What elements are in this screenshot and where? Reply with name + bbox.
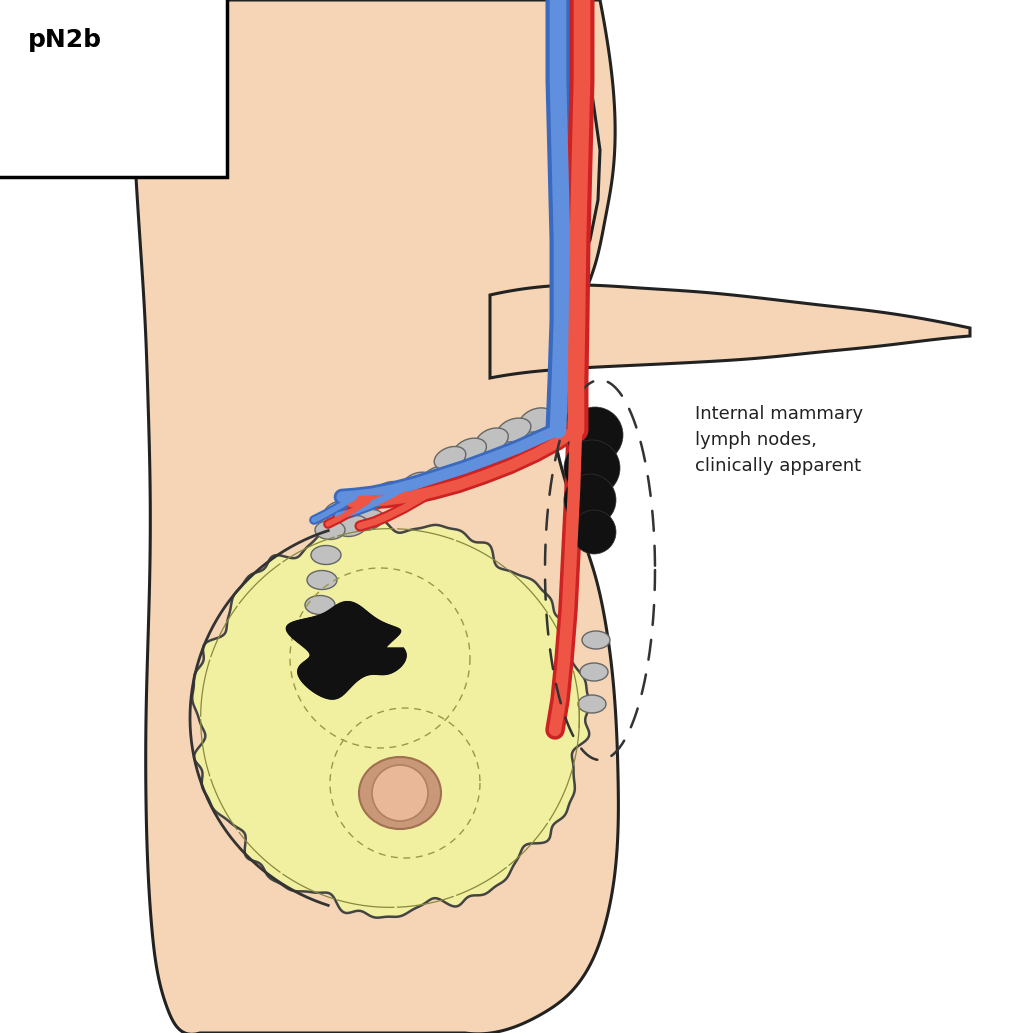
Ellipse shape (497, 418, 531, 442)
Circle shape (564, 474, 616, 526)
Ellipse shape (503, 429, 540, 456)
Text: pN2b: pN2b (28, 28, 102, 52)
Ellipse shape (434, 446, 466, 470)
Circle shape (572, 510, 616, 554)
Circle shape (564, 440, 620, 496)
Polygon shape (550, 0, 600, 265)
Ellipse shape (582, 631, 610, 649)
Ellipse shape (578, 695, 606, 713)
Ellipse shape (580, 663, 608, 681)
Ellipse shape (482, 439, 519, 465)
Ellipse shape (307, 570, 337, 590)
Polygon shape (192, 519, 590, 917)
Polygon shape (132, 0, 618, 1033)
Circle shape (372, 765, 428, 821)
Ellipse shape (324, 501, 356, 522)
Polygon shape (287, 601, 406, 699)
Ellipse shape (527, 419, 563, 445)
Ellipse shape (359, 757, 441, 829)
Ellipse shape (356, 489, 388, 511)
Ellipse shape (352, 509, 383, 531)
Ellipse shape (311, 545, 341, 564)
Ellipse shape (373, 481, 407, 504)
Ellipse shape (520, 408, 553, 432)
Ellipse shape (402, 472, 434, 496)
Circle shape (567, 407, 623, 463)
Ellipse shape (341, 496, 371, 516)
Ellipse shape (305, 595, 335, 615)
Ellipse shape (461, 449, 495, 474)
Text: Internal mammary
lymph nodes,
clinically apparent: Internal mammary lymph nodes, clinically… (695, 405, 863, 475)
Ellipse shape (440, 458, 475, 482)
Ellipse shape (337, 515, 368, 536)
Polygon shape (490, 285, 970, 378)
Ellipse shape (315, 521, 345, 539)
Ellipse shape (454, 438, 486, 462)
Ellipse shape (476, 428, 508, 452)
Ellipse shape (421, 466, 455, 490)
